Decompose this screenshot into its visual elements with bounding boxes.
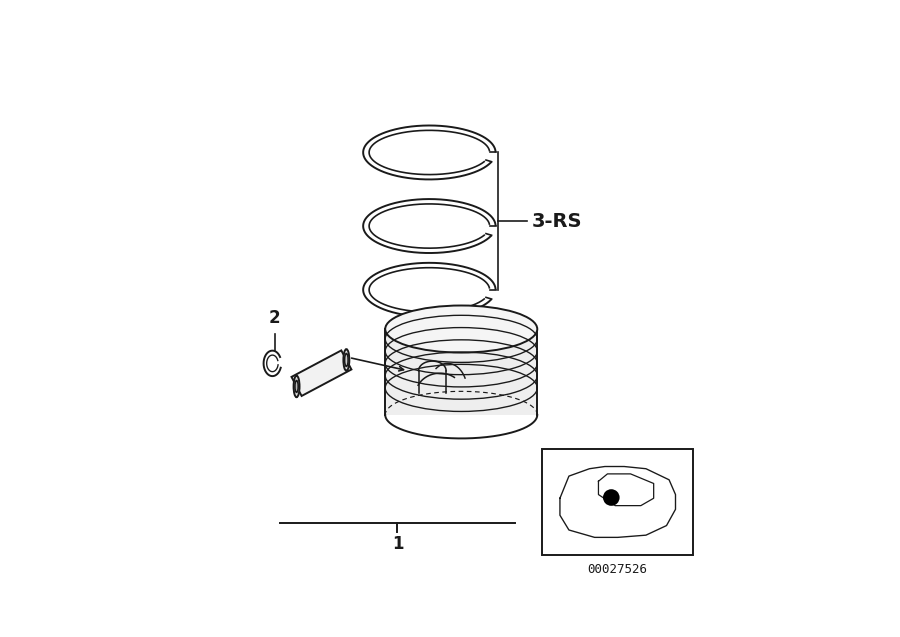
Text: 00027526: 00027526 [588,564,648,576]
Ellipse shape [385,306,537,353]
Ellipse shape [293,376,300,397]
Ellipse shape [344,349,349,371]
Ellipse shape [345,354,348,366]
Text: 2: 2 [269,308,281,327]
Circle shape [603,489,619,506]
Text: 1: 1 [392,535,403,553]
Polygon shape [292,350,351,396]
Ellipse shape [295,380,298,392]
Text: 3-RS: 3-RS [531,211,582,231]
Bar [542,449,693,555]
Ellipse shape [385,306,537,353]
Polygon shape [385,329,537,415]
